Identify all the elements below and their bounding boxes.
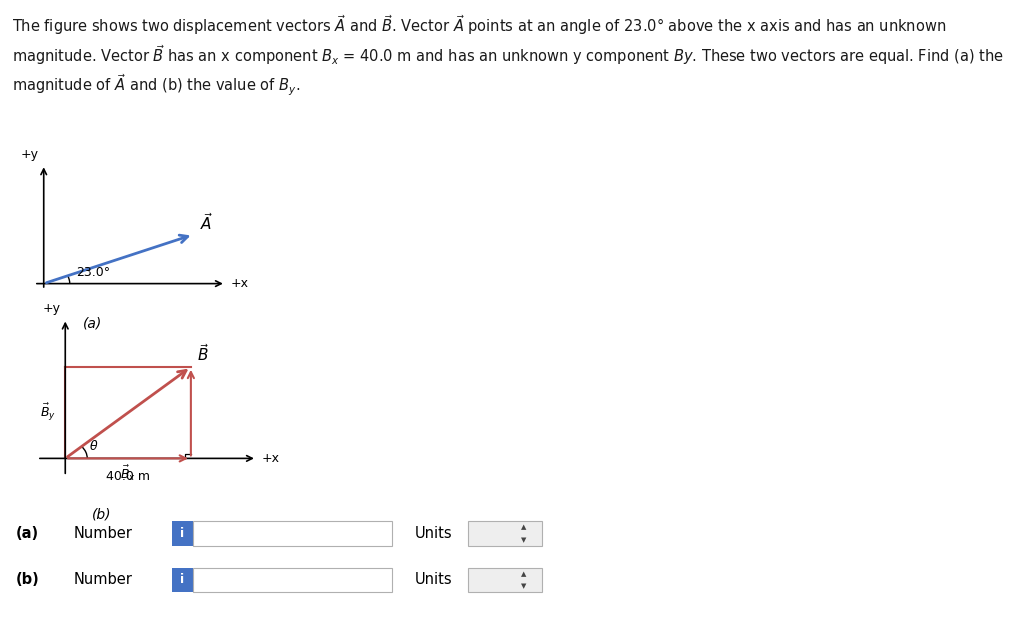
FancyBboxPatch shape: [468, 568, 542, 592]
Text: $\vec{B}_x$: $\vec{B}_x$: [120, 463, 136, 483]
Text: (b): (b): [15, 573, 39, 587]
Text: 40.0 m: 40.0 m: [106, 470, 151, 483]
FancyBboxPatch shape: [172, 521, 193, 546]
FancyBboxPatch shape: [193, 521, 392, 546]
Text: The figure shows two displacement vectors $\vec{A}$ and $\vec{B}$. Vector $\vec{: The figure shows two displacement vector…: [12, 14, 946, 38]
FancyBboxPatch shape: [193, 568, 392, 592]
Text: ▲: ▲: [520, 524, 526, 531]
Text: ▼: ▼: [520, 537, 526, 543]
FancyBboxPatch shape: [172, 568, 193, 592]
Text: i: i: [180, 527, 184, 540]
Text: ▼: ▼: [520, 583, 526, 589]
Text: magnitude of $\vec{A}$ and (b) the value of $B_y$.: magnitude of $\vec{A}$ and (b) the value…: [12, 73, 301, 98]
Text: +y: +y: [43, 302, 60, 315]
FancyBboxPatch shape: [468, 521, 542, 546]
Text: $\vec{B}$: $\vec{B}$: [198, 344, 210, 365]
Text: +y: +y: [20, 147, 39, 160]
Text: magnitude. Vector $\vec{B}$ has an x component $B_x$ = 40.0 m and has an unknown: magnitude. Vector $\vec{B}$ has an x com…: [12, 43, 1005, 67]
Text: 23.0°: 23.0°: [76, 265, 111, 279]
Text: (a): (a): [83, 317, 101, 331]
Text: i: i: [180, 573, 184, 587]
Text: +x: +x: [261, 452, 280, 465]
Text: Number: Number: [74, 573, 132, 587]
Text: +x: +x: [230, 277, 249, 290]
Text: $\theta$: $\theta$: [89, 439, 98, 453]
Text: ▲: ▲: [520, 571, 526, 577]
Text: Units: Units: [415, 526, 453, 541]
Text: $\vec{B}_y$: $\vec{B}_y$: [40, 402, 56, 423]
Text: Number: Number: [74, 526, 132, 541]
Text: (a): (a): [15, 526, 39, 541]
Text: (b): (b): [91, 507, 112, 521]
Text: $\vec{A}$: $\vec{A}$: [200, 212, 213, 233]
Text: Units: Units: [415, 573, 453, 587]
